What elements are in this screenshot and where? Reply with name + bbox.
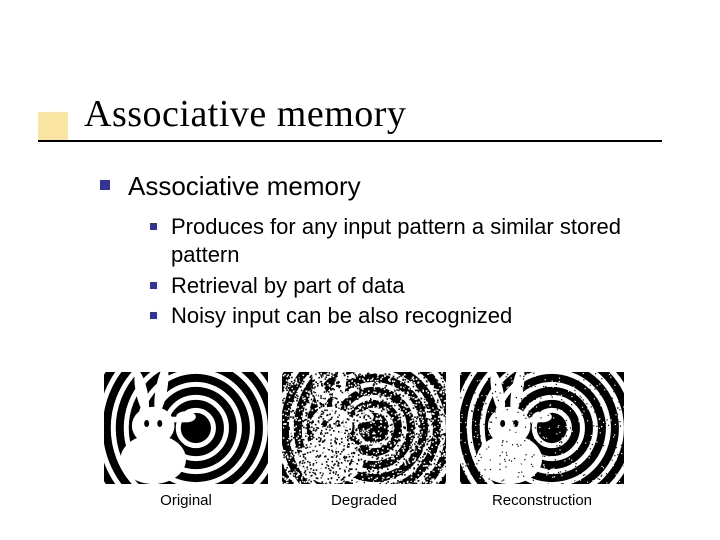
list-item: Associative memory — [100, 170, 660, 203]
list-item-text: Noisy input can be also recognized — [171, 302, 512, 331]
figure: Original — [104, 372, 268, 509]
list-item: Produces for any input pattern a similar… — [150, 213, 660, 270]
sublist: Produces for any input pattern a similar… — [150, 213, 660, 331]
slide-title: Associative memory — [84, 92, 680, 136]
figure-image-degraded — [282, 372, 446, 484]
figure: Reconstruction — [460, 372, 624, 509]
title-underline — [38, 140, 662, 142]
figure-image-original — [104, 372, 268, 484]
square-bullet-icon — [150, 223, 157, 230]
square-bullet-icon — [100, 180, 110, 190]
figure-caption: Original — [160, 492, 212, 509]
figure-caption: Degraded — [331, 492, 397, 509]
list-item: Retrieval by part of data — [150, 272, 660, 301]
accent-block — [38, 112, 68, 140]
slide-body: Associative memory Produces for any inpu… — [100, 170, 660, 333]
list-item: Noisy input can be also recognized — [150, 302, 660, 331]
square-bullet-icon — [150, 282, 157, 289]
figure-image-reconstruction — [460, 372, 624, 484]
figure-caption: Reconstruction — [492, 492, 592, 509]
figure-row: Original Degraded Reconstruction — [104, 372, 624, 509]
figure: Degraded — [282, 372, 446, 509]
list-item-text: Associative memory — [128, 170, 361, 203]
list-item-text: Produces for any input pattern a similar… — [171, 213, 660, 270]
square-bullet-icon — [150, 312, 157, 319]
list-item-text: Retrieval by part of data — [171, 272, 405, 301]
title-container: Associative memory — [84, 92, 680, 136]
slide: Associative memory Associative memory Pr… — [0, 0, 720, 540]
